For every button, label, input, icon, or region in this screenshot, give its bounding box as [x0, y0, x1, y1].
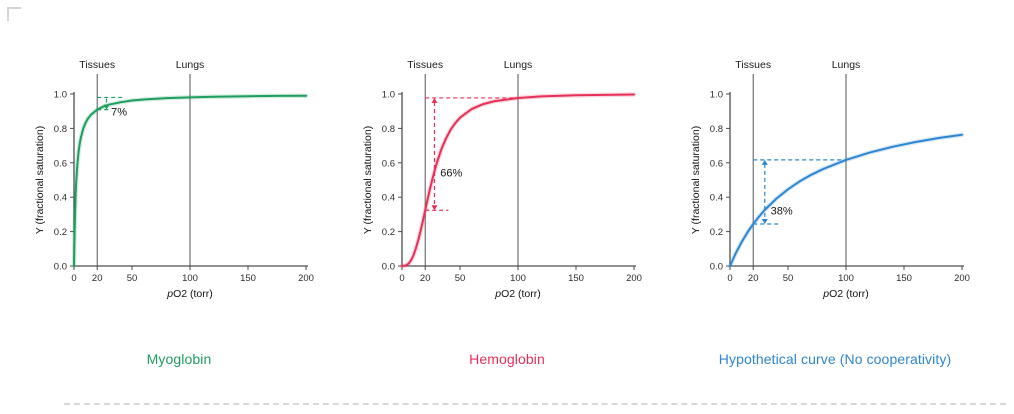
x-axis-title: pO2 (torr) [494, 288, 541, 300]
arrowhead-down-icon [103, 104, 110, 110]
hemoglobin-plot: Tissues Lungs 0.0 0.2 0.4 0.6 0.8 1.0 0 20 50 100 15… [356, 50, 658, 313]
bottom-dashed-rule [64, 403, 1006, 405]
y-tick-label: 0.2 [710, 227, 723, 238]
y-tick-label: 1.0 [54, 90, 67, 101]
annotation-percent-label: 66% [440, 168, 462, 180]
y-tick-label: 1.0 [382, 90, 395, 101]
lungs-label: Lungs [176, 59, 205, 71]
x-tick-label: 20 [748, 273, 759, 284]
x-tick-label: 0 [727, 273, 732, 284]
arrowhead-down-icon [431, 205, 438, 211]
x-tick-label: 0 [71, 273, 76, 284]
x-axis-title: pO2 (torr) [822, 288, 869, 300]
y-axis-title: Y (fractional saturation) [362, 126, 374, 234]
x-tick-label: 50 [455, 273, 466, 284]
annotation-percent-label: 38% [771, 205, 793, 217]
annotation-percent-label: 7% [111, 107, 127, 119]
tissues-label: Tissues [79, 59, 115, 71]
x-tick-label: 200 [954, 273, 970, 284]
x-tick-label: 200 [298, 273, 314, 284]
x-tick-label: 150 [896, 273, 912, 284]
y-tick-label: 0.2 [382, 227, 395, 238]
x-tick-label: 50 [127, 273, 138, 284]
arrowhead-up-icon [761, 159, 768, 165]
lungs-label: Lungs [832, 59, 861, 71]
y-tick-label: 0.0 [54, 262, 67, 273]
hemoglobin-caption: Hemoglobin [469, 351, 545, 367]
corner-mark [7, 7, 21, 21]
y-tick-label: 0.2 [54, 227, 67, 238]
chart-block-hemoglobin: Tissues Lungs 0.0 0.2 0.4 0.6 0.8 1.0 0 20 50 100 15… [356, 50, 658, 367]
x-tick-label: 100 [182, 273, 198, 284]
myoglobin-plot: Tissues Lungs 0.0 0.2 0.4 0.6 0.8 1.0 0 20 50 100 15… [28, 50, 330, 313]
y-tick-label: 0.4 [382, 193, 395, 204]
arrowhead-down-icon [761, 219, 768, 225]
y-tick-label: 0.8 [710, 124, 723, 135]
y-axis-title: Y (fractional saturation) [690, 126, 702, 234]
charts-row: Tissues Lungs 0.0 0.2 0.4 0.6 0.8 1.0 0 20 50 100 15… [28, 50, 986, 367]
x-axis-title: pO2 (torr) [166, 288, 213, 300]
tissues-label: Tissues [735, 59, 771, 71]
y-tick-label: 0.6 [54, 158, 67, 169]
y-tick-label: 0.8 [382, 124, 395, 135]
arrowhead-up-icon [431, 97, 438, 103]
x-tick-label: 200 [626, 273, 642, 284]
plot-svg: Tissues Lungs 0.0 0.2 0.4 0.6 0.8 1.0 0 20 50 100 15… [362, 59, 642, 300]
x-tick-label: 0 [399, 273, 404, 284]
tissues-label: Tissues [407, 59, 443, 71]
y-tick-label: 0.0 [710, 262, 723, 273]
plot-svg: Tissues Lungs 0.0 0.2 0.4 0.6 0.8 1.0 0 20 50 100 15… [690, 59, 970, 300]
y-tick-label: 0.6 [710, 158, 723, 169]
y-tick-label: 0.6 [382, 158, 395, 169]
chart-block-myoglobin: Tissues Lungs 0.0 0.2 0.4 0.6 0.8 1.0 0 20 50 100 15… [28, 50, 330, 367]
x-tick-label: 50 [783, 273, 794, 284]
y-tick-label: 0.0 [382, 262, 395, 273]
y-axis-title: Y (fractional saturation) [34, 126, 46, 234]
saturation-curve [73, 94, 307, 267]
hypothetical-plot: Tissues Lungs 0.0 0.2 0.4 0.6 0.8 1.0 0 20 50 100 15… [684, 50, 986, 313]
y-tick-label: 1.0 [710, 90, 723, 101]
x-tick-label: 100 [838, 273, 854, 284]
x-tick-label: 150 [240, 273, 256, 284]
chart-block-hypothetical: Tissues Lungs 0.0 0.2 0.4 0.6 0.8 1.0 0 20 50 100 15… [684, 50, 986, 367]
plot-svg: Tissues Lungs 0.0 0.2 0.4 0.6 0.8 1.0 0 20 50 100 15… [34, 59, 314, 300]
x-tick-label: 100 [510, 273, 526, 284]
lungs-label: Lungs [504, 59, 533, 71]
y-tick-label: 0.4 [710, 193, 723, 204]
hypothetical-caption: Hypothetical curve (No cooperativity) [718, 351, 952, 367]
x-tick-label: 150 [568, 273, 584, 284]
y-tick-label: 0.8 [54, 124, 67, 135]
x-tick-label: 20 [420, 273, 431, 284]
saturation-curve [401, 93, 635, 267]
saturation-curve [729, 133, 963, 267]
y-tick-label: 0.4 [54, 193, 67, 204]
x-tick-label: 20 [92, 273, 103, 284]
myoglobin-caption: Myoglobin [146, 351, 212, 367]
